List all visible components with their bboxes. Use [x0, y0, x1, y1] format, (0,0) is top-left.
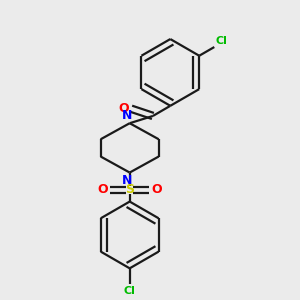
Text: O: O	[118, 102, 129, 115]
Text: N: N	[122, 174, 133, 187]
Text: Cl: Cl	[124, 286, 136, 296]
Text: O: O	[152, 184, 162, 196]
Text: Cl: Cl	[215, 37, 227, 46]
Text: O: O	[97, 184, 108, 196]
Text: N: N	[122, 109, 133, 122]
Text: S: S	[125, 184, 134, 196]
